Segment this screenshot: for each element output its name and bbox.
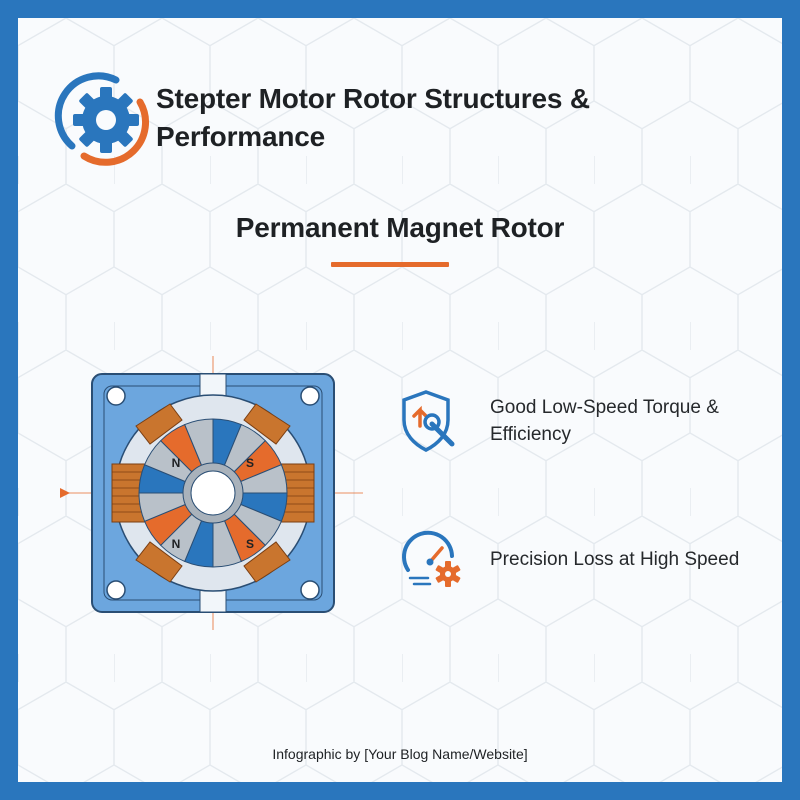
speedometer-gear-icon [402, 530, 461, 587]
rotor-pole-label: N [172, 456, 181, 470]
page-title: Stepter Motor Rotor Structures & Perform… [156, 83, 590, 152]
feature-label: Good Low-Speed Torque & Efficiency [490, 397, 719, 445]
feature-item-low-speed-torque: Good Low-Speed Torque & Efficiency [398, 388, 750, 454]
feature-item-high-speed-precision: Precision Loss at High Speed [398, 526, 750, 592]
rotor-pole-label: S [246, 456, 254, 470]
rotor-pole-label: N [172, 537, 181, 551]
footer-credit: Infographic by [Your Blog Name/Website] [272, 746, 528, 762]
feature-label: Precision Loss at High Speed [490, 548, 740, 570]
shield-wrench-icon [402, 390, 455, 452]
rotor-pole-label: S [246, 537, 254, 551]
gear-logo-icon [54, 72, 150, 166]
section-heading: Permanent Magnet Rotor [235, 212, 565, 243]
heading-underline [331, 262, 449, 267]
stepper-motor-diagram: N S N S [60, 356, 363, 630]
